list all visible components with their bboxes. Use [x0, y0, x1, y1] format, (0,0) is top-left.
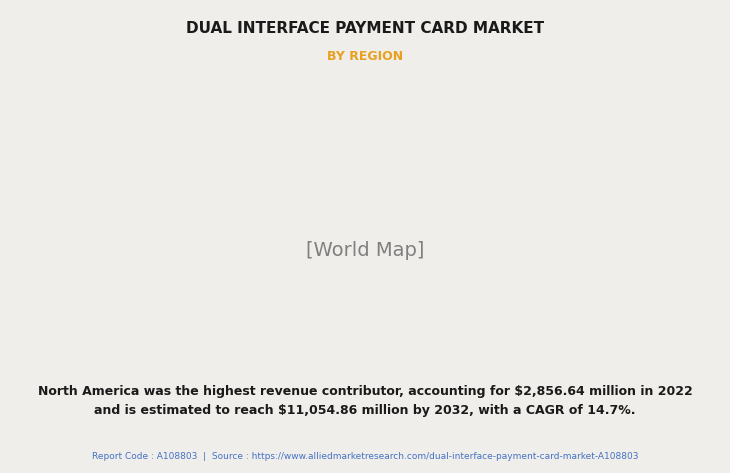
Text: [World Map]: [World Map] [306, 241, 424, 260]
Text: DUAL INTERFACE PAYMENT CARD MARKET: DUAL INTERFACE PAYMENT CARD MARKET [186, 21, 544, 36]
Text: Report Code : A108803  |  Source : https://www.alliedmarketresearch.com/dual-int: Report Code : A108803 | Source : https:/… [92, 452, 638, 461]
Text: North America was the highest revenue contributor, accounting for $2,856.64 mill: North America was the highest revenue co… [38, 385, 692, 418]
Text: BY REGION: BY REGION [327, 50, 403, 62]
